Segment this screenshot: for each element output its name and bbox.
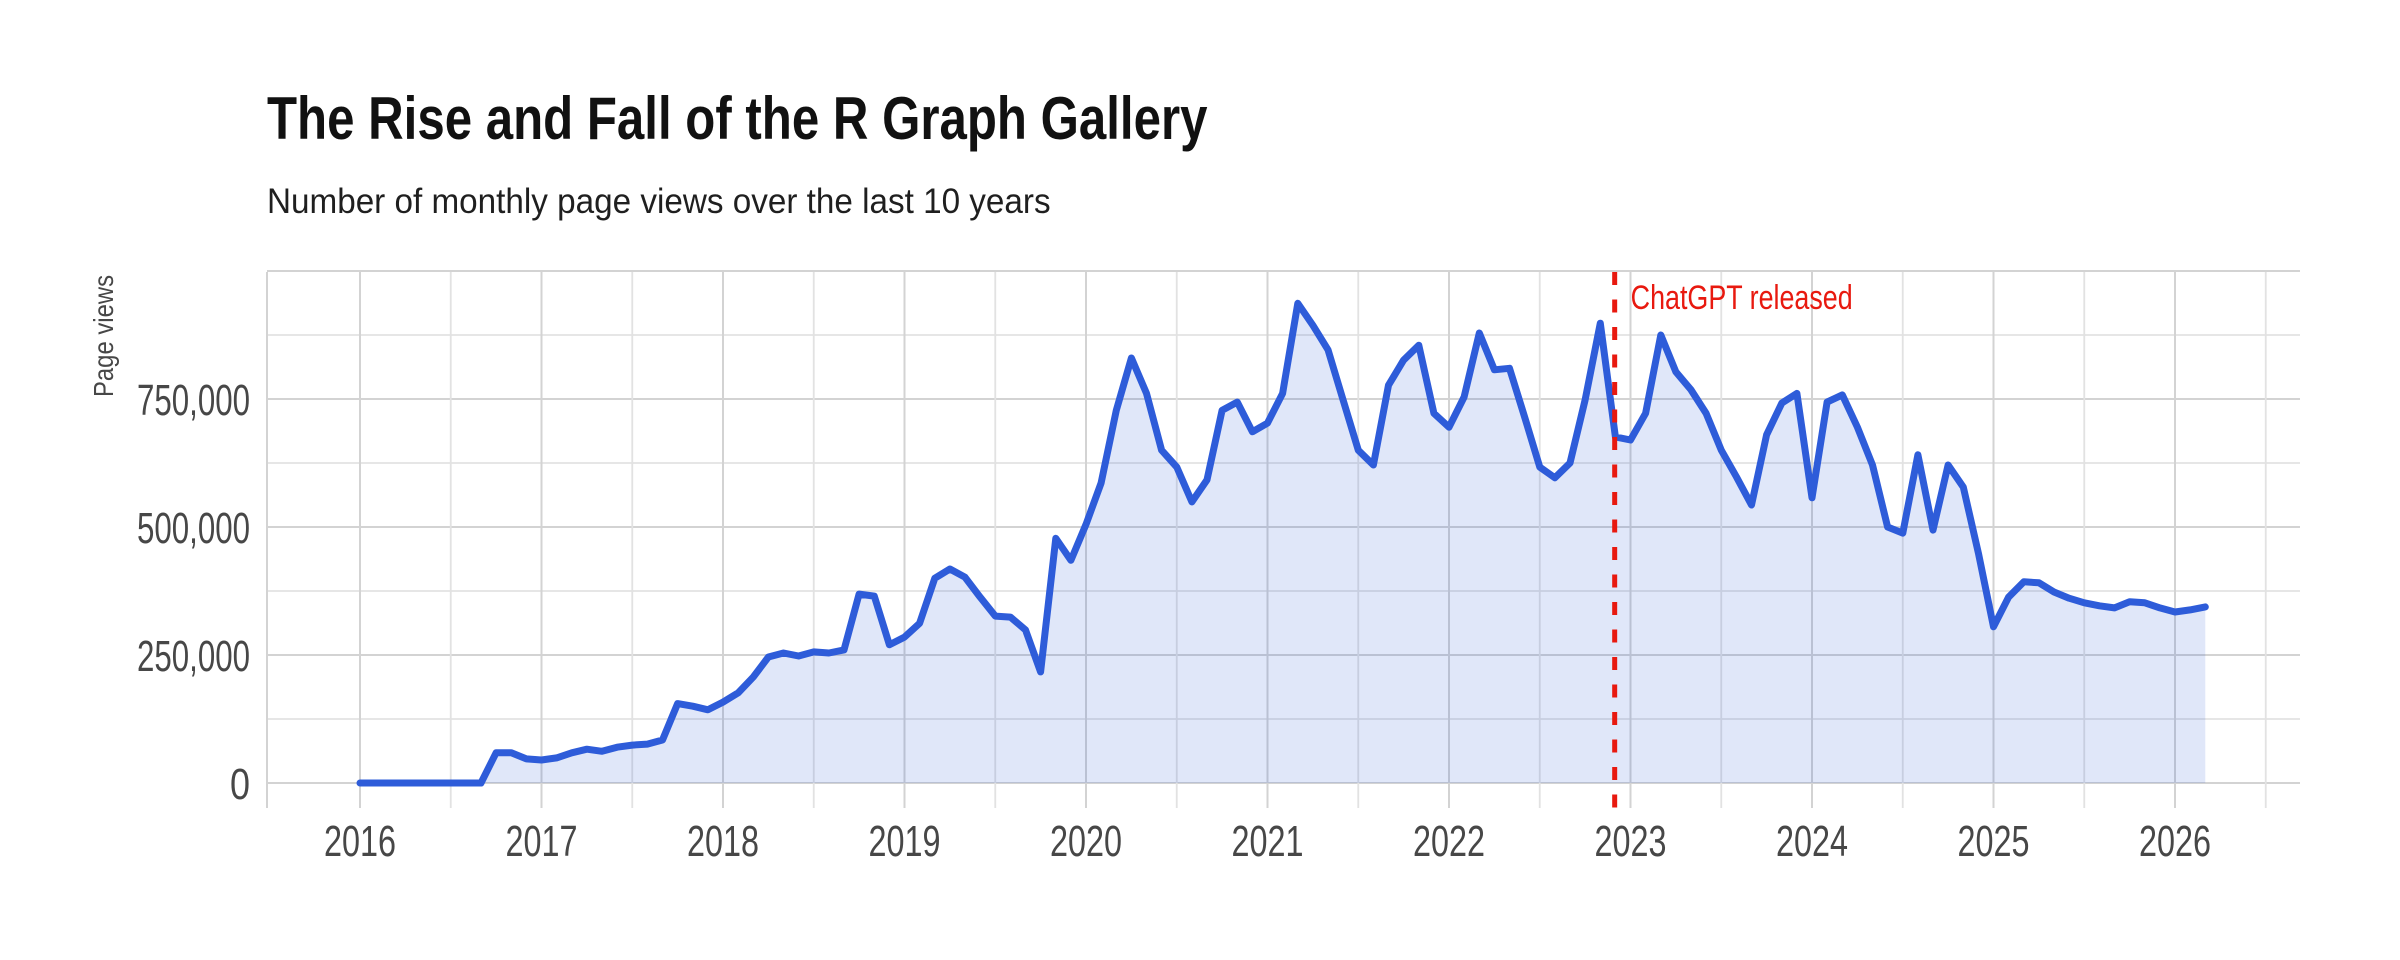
x-tick-label: 2026	[2139, 817, 2211, 866]
x-tick-label: 2019	[869, 817, 941, 866]
y-axis-title: Page views	[88, 275, 119, 397]
x-tick-label: 2025	[1958, 817, 2030, 866]
x-tick-label: 2016	[324, 817, 396, 866]
x-tick-label: 2022	[1413, 817, 1485, 866]
chatgpt-release-label: ChatGPT released	[1631, 279, 1853, 317]
area-fill	[360, 303, 2206, 783]
y-tick-label: 250,000	[137, 632, 250, 681]
y-tick-label: 500,000	[137, 504, 250, 553]
x-tick-label: 2020	[1050, 817, 1122, 866]
x-tick-label: 2024	[1776, 817, 1848, 866]
x-tick-label: 2023	[1595, 817, 1667, 866]
chart-title: The Rise and Fall of the R Graph Gallery	[267, 85, 1208, 152]
x-tick-label: 2021	[1232, 817, 1304, 866]
y-tick-label: 750,000	[137, 376, 250, 425]
x-tick-label: 2018	[687, 817, 759, 866]
page-views-line	[356, 299, 2209, 787]
chart-subtitle: Number of monthly page views over the la…	[267, 182, 1051, 221]
y-tick-label: 0	[230, 760, 250, 809]
x-tick-label: 2017	[506, 817, 578, 866]
